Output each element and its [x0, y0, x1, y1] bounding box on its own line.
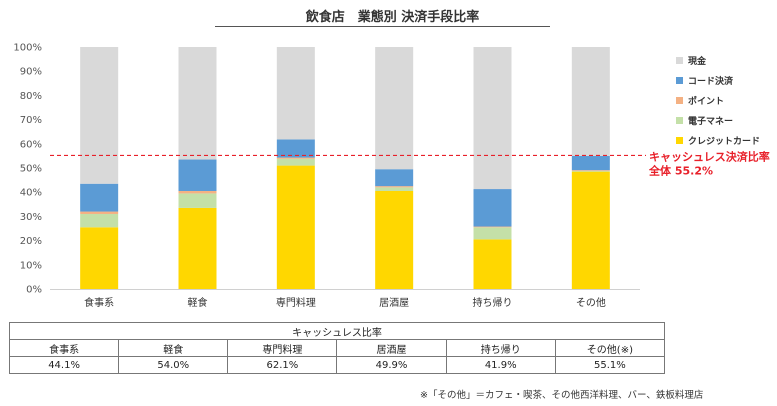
y-tick-label: 10% [20, 260, 42, 271]
category-labels: 食事系 軽食 専門料理 居酒屋 持ち帰り その他 [84, 296, 606, 309]
chart-title: 飲食店 業態別 決済手段比率 [305, 10, 480, 25]
table-header-cell: 持ち帰り [445, 339, 556, 357]
category-label: その他 [576, 296, 606, 309]
bar-segment [571, 155, 610, 171]
table-value-cell: 54.0% [118, 356, 229, 374]
y-tick-label: 90% [20, 67, 42, 78]
bar-segment [375, 186, 414, 188]
bar-segment [276, 158, 315, 166]
category-label: 持ち帰り [473, 296, 513, 309]
bar-segment [473, 239, 512, 289]
bar-segment [473, 47, 512, 190]
title-underline [215, 26, 550, 27]
table-header-cell: その他(※) [554, 339, 666, 357]
table-header-cell: 食事系 [8, 339, 120, 357]
table-title: キャッシュレス比率 [9, 322, 665, 340]
legend-label: コード決済 [688, 75, 734, 87]
bar-segment [276, 47, 315, 140]
y-tick-label: 30% [20, 212, 42, 223]
bar-segment [571, 171, 610, 289]
bar-segment [375, 169, 414, 187]
bar-segment [375, 187, 414, 191]
y-axis-ticks: 0% 10% 20% 30% 40% 50% 60% 70% 80% 90% 100% [13, 43, 640, 296]
bar-segment [571, 170, 610, 171]
table-value-cell: 55.1% [554, 356, 666, 374]
cashless-ratio-table: キャッシュレス比率 食事系 軽食 専門料理 居酒屋 持ち帰り その他(※) 44… [8, 322, 666, 374]
bar-segment [276, 165, 315, 289]
bar-segment [80, 211, 119, 214]
bar-segment [375, 190, 414, 289]
y-tick-label: 80% [20, 91, 42, 102]
category-label: 居酒屋 [379, 297, 409, 309]
legend-label: 現金 [688, 55, 707, 67]
y-tick-label: 100% [13, 43, 42, 54]
y-tick-label: 20% [20, 236, 42, 247]
table-header-cell: 軽食 [118, 339, 229, 357]
table-value-cell: 62.1% [227, 356, 338, 374]
legend-swatch [676, 77, 683, 84]
bar-segment [178, 193, 217, 208]
legend-label: ポイント [688, 95, 724, 107]
bars [80, 47, 610, 289]
y-tick-label: 60% [20, 139, 42, 150]
table-header-row: 食事系 軽食 専門料理 居酒屋 持ち帰り その他(※) [8, 339, 666, 357]
bar-segment [571, 47, 610, 156]
table-header-cell: 居酒屋 [336, 339, 447, 357]
bar-segment [473, 226, 512, 228]
table-header-cell: 専門料理 [227, 339, 338, 357]
bar-segment [473, 227, 512, 240]
y-tick-label: 40% [20, 188, 42, 199]
table-value-cell: 49.9% [336, 356, 447, 374]
bar-segment [276, 157, 315, 159]
y-tick-label: 0% [26, 285, 42, 296]
category-label: 専門料理 [276, 296, 316, 309]
bar-segment [178, 159, 217, 191]
bar-segment [178, 47, 217, 160]
bar-segment [571, 170, 610, 172]
y-tick-label: 70% [20, 115, 42, 126]
reference-line-label: キャッシュレス決済比率 [649, 149, 770, 163]
bar-segment [178, 190, 217, 194]
table-value-cell: 41.9% [445, 356, 556, 374]
table-value-row: 44.1% 54.0% 62.1% 49.9% 41.9% 55.1% [8, 356, 666, 374]
legend-swatch [676, 97, 683, 104]
bar-segment [80, 183, 119, 212]
legend-label: 電子マネー [688, 116, 733, 127]
legend-swatch [676, 57, 683, 64]
legend-label: クレジットカード [688, 136, 760, 147]
bar-segment [473, 189, 512, 227]
bar-segment [375, 47, 414, 170]
legend-swatch [676, 117, 683, 124]
bar-segment [80, 227, 119, 289]
bar-segment [178, 207, 217, 289]
reference-line-value-label: 全体 55.2% [648, 163, 713, 177]
bar-segment [276, 139, 315, 158]
legend-swatch [676, 137, 683, 144]
category-label: 食事系 [84, 296, 114, 309]
footnote: ※「その他」＝カフェ・喫茶、その他西洋料理、バー、鉄板料理店 [420, 390, 704, 401]
category-label: 軽食 [188, 296, 208, 309]
bar-segment [80, 47, 119, 184]
y-tick-label: 50% [20, 164, 42, 175]
bar-segment [80, 213, 119, 228]
stacked-bar-chart: 0% 10% 20% 30% 40% 50% 60% 70% 80% 90% 100% キャッシュレ… [13, 43, 770, 310]
table-value-cell: 44.1% [8, 356, 120, 374]
